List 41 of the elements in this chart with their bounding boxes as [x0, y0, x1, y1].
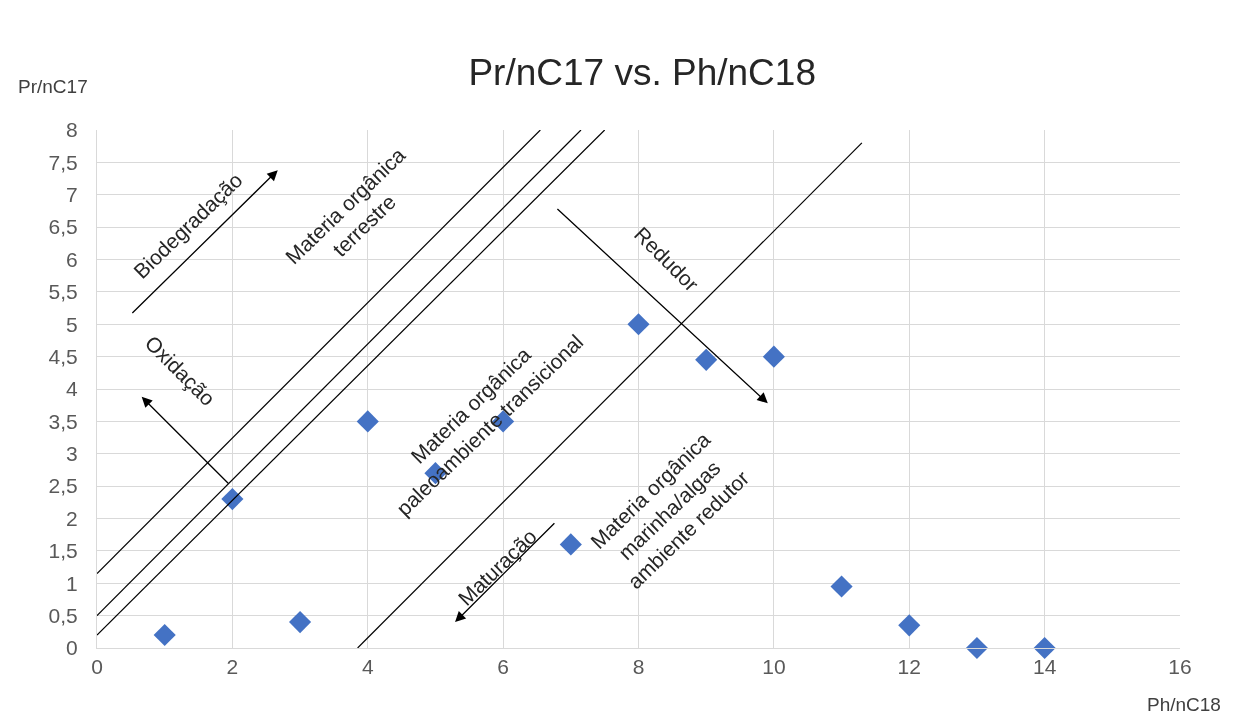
x-tick-label: 8: [632, 655, 645, 679]
x-tick-label: 0: [91, 655, 103, 679]
y-tick-label: 0: [66, 636, 78, 660]
x-tick-label: 6: [497, 655, 509, 679]
y-tick-label: 6: [66, 247, 78, 271]
x-tick-label: 16: [1168, 655, 1192, 679]
y-tick-label: 2: [66, 506, 78, 530]
y-tick-label: 7: [66, 183, 78, 207]
y-tick-label: 2,5: [48, 474, 78, 498]
y-tick-label: 4,5: [48, 344, 78, 368]
point: [830, 575, 853, 598]
point: [559, 533, 582, 556]
y-tick-label: 5,5: [48, 280, 78, 304]
x-tick-label: 10: [762, 655, 786, 679]
y-tick-label: 6,5: [48, 215, 78, 239]
x-tick-label: 14: [1032, 655, 1057, 679]
chart-title: Pr/nC17 vs. Ph/nC18: [468, 52, 816, 94]
point: [695, 348, 718, 371]
y-tick-label: 4: [66, 377, 79, 401]
point: [289, 611, 312, 634]
y-tick-label: 7,5: [48, 150, 78, 174]
point: [356, 410, 379, 433]
point: [627, 313, 650, 336]
y-tick-label: 0,5: [48, 603, 78, 627]
y-tick-label: 1: [66, 571, 78, 595]
point: [965, 636, 988, 660]
y-tick-label: 5: [66, 312, 78, 336]
x-tick-label: 2: [226, 655, 239, 679]
y-tick-label: 1,5: [48, 539, 78, 563]
y-tick-label: 3: [66, 442, 78, 466]
y-tick-label: 3,5: [48, 409, 78, 433]
x-tick-label: 4: [361, 655, 374, 679]
x-tick-label: 12: [897, 655, 921, 679]
x-axis-title: Ph/nC18: [1147, 694, 1221, 715]
point: [153, 624, 176, 647]
point: [221, 488, 244, 511]
y-tick-label: 8: [66, 118, 78, 142]
point: [762, 345, 785, 368]
point: [898, 614, 921, 637]
y-axis-title: Pr/nC17: [18, 76, 88, 97]
point: [1033, 636, 1056, 660]
